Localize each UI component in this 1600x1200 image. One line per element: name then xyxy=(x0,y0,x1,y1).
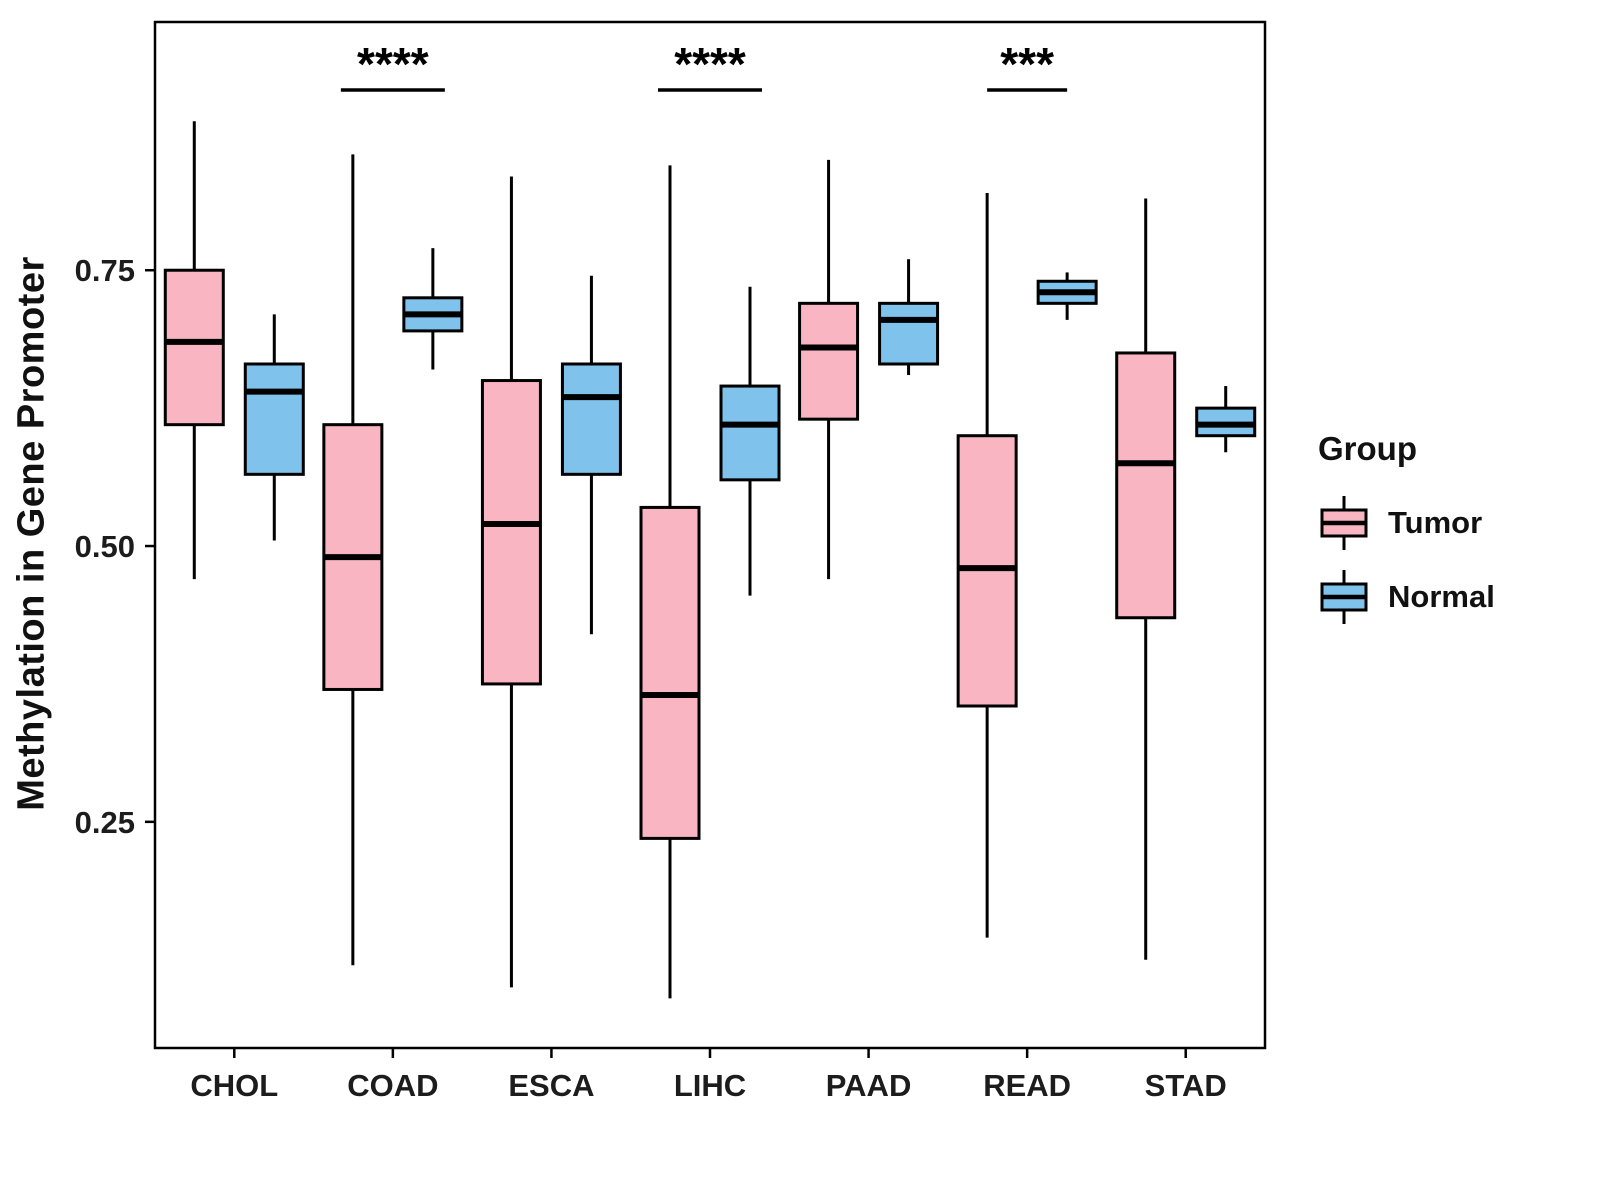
iqr-box xyxy=(719,384,781,482)
box-tumor-read xyxy=(956,193,1018,938)
box-normal-lihc xyxy=(719,286,781,596)
legend-item-normal: Normal xyxy=(1318,568,1495,626)
iqr-box xyxy=(243,362,305,476)
box-tumor-paad xyxy=(798,159,860,580)
iqr-box xyxy=(798,301,860,421)
iqr-box xyxy=(480,379,542,686)
significance-label-read: *** xyxy=(1000,38,1054,90)
box-normal-read xyxy=(1036,272,1098,320)
x-tick-label: COAD xyxy=(347,1068,438,1103)
legend-key-svg xyxy=(1320,496,1368,550)
box-normal-stad xyxy=(1195,386,1257,453)
legend-item-tumor: Tumor xyxy=(1318,494,1495,552)
iqr-box xyxy=(639,505,701,840)
significance-label-coad: **** xyxy=(357,38,429,90)
panel-border xyxy=(153,20,1267,1050)
iqr-box xyxy=(560,362,622,476)
box-tumor-esca xyxy=(480,176,542,988)
box-tumor-coad xyxy=(322,154,384,966)
legend-item-label-tumor: Tumor xyxy=(1388,505,1483,540)
x-tick-label: CHOL xyxy=(190,1068,278,1103)
box-normal-paad xyxy=(878,259,940,376)
x-tick-label: ESCA xyxy=(508,1068,594,1103)
y-tick-label: 0.50 xyxy=(75,529,135,564)
iqr-box xyxy=(163,268,225,427)
box-tumor-stad xyxy=(1115,198,1177,960)
significance-label-lihc: **** xyxy=(674,38,746,90)
legend: Group Tumor Normal xyxy=(1318,430,1495,642)
y-tick-label: 0.25 xyxy=(75,805,135,840)
y-tick-label: 0.75 xyxy=(75,253,135,288)
normal-boxplot-key-icon xyxy=(1318,568,1370,626)
iqr-box xyxy=(878,301,940,366)
x-tick-label: STAD xyxy=(1145,1068,1227,1103)
legend-item-label-normal: Normal xyxy=(1388,579,1495,614)
tumor-boxplot-key-icon xyxy=(1318,494,1370,552)
box-normal-chol xyxy=(243,314,305,541)
box-tumor-lihc xyxy=(639,165,701,999)
x-tick-label: PAAD xyxy=(826,1068,912,1103)
y-axis-title: Methylation in Gene Promoter xyxy=(10,256,53,811)
legend-title: Group xyxy=(1318,430,1417,467)
iqr-box xyxy=(1115,351,1177,620)
x-tick-label: LIHC xyxy=(674,1068,746,1103)
x-tick-label: READ xyxy=(983,1068,1071,1103)
box-normal-coad xyxy=(402,248,464,370)
box-tumor-chol xyxy=(163,121,225,580)
legend-key-svg xyxy=(1320,570,1368,624)
box-normal-esca xyxy=(560,275,622,635)
